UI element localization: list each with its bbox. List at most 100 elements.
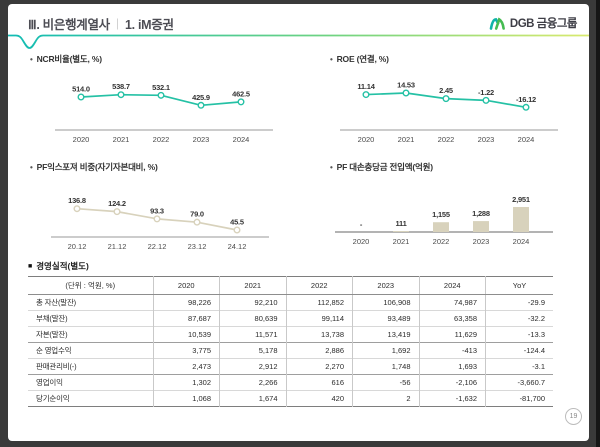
table-cell: 2,270 (285, 358, 353, 375)
ncr-line-chart: 2020 2021 2022 2023 2024 514.0 538.7 532.1 425.9… (55, 82, 273, 144)
table-cell: 13,738 (285, 326, 353, 343)
table-cell: 98,226 (152, 294, 220, 311)
subsection-title: 1. iM증권 (125, 17, 174, 32)
bullet-icon: • (30, 163, 33, 172)
table-cell: 80,639 (219, 310, 286, 327)
table-cell: 420 (285, 390, 353, 407)
table-row: 총 자산(말잔) 98,226 92,210 112,852 106,908 74,987… (28, 294, 553, 311)
svg-text:11.14: 11.14 (357, 82, 375, 91)
table-cell: -29.9 (485, 294, 553, 311)
slide-header: Ⅲ. 비은행계열사 | 1. iM증권 DGB 금융그룹 (28, 12, 578, 34)
table-row: 자본(말잔) 10,539 11,571 13,738 13,419 11,629 -13.… (28, 326, 553, 343)
svg-text:2024: 2024 (518, 135, 535, 144)
ncr-chart-title: • NCR비율(별도, %) (30, 54, 102, 64)
page-number: 19 (569, 413, 578, 420)
svg-text:124.2: 124.2 (108, 199, 126, 208)
table-cell: -56 (352, 374, 419, 391)
svg-text:2023: 2023 (473, 237, 490, 246)
performance-table: (단위 : 억원, %) 2020 2021 2022 2023 2024 YoY 총 자… (28, 276, 553, 407)
svg-text:-: - (360, 220, 363, 229)
table-cell: 3,775 (152, 342, 220, 359)
svg-text:136.8: 136.8 (68, 196, 86, 205)
roe-line-chart: 2020 2021 2022 2023 2024 11.14 14.53 2.45 -1.22 -… (340, 81, 558, 144)
svg-text:22.12: 22.12 (148, 242, 167, 251)
table-cell: -124.4 (485, 342, 553, 359)
table-cell: -13.3 (485, 326, 553, 343)
logo-text: DGB 금융그룹 (509, 18, 578, 30)
table-cell: 616 (285, 374, 353, 391)
svg-text:462.5: 462.5 (232, 89, 250, 98)
bullet-icon: • (330, 55, 333, 64)
table-cell: 2,912 (219, 358, 286, 375)
pf-provision-bar-chart: 2020 2021 2022 2023 2024 - 111 1,155 1,288 2,951 (335, 195, 553, 246)
table-cell: 2,266 (219, 374, 286, 391)
table-cell: -1,632 (418, 390, 486, 407)
table-row: 판매관리비(-) 2,473 2,912 2,270 1,748 1,693 -3.1 (28, 358, 553, 375)
svg-text:2023: 2023 (193, 135, 210, 144)
svg-text:2021: 2021 (398, 135, 415, 144)
svg-text:2022: 2022 (433, 237, 450, 246)
svg-text:2.45: 2.45 (439, 86, 453, 95)
section-title: Ⅲ. 비은행계열사 (28, 17, 110, 32)
table-cell: 1,748 (352, 358, 419, 375)
table-cell: 1,302 (152, 374, 220, 391)
table-column-header: 2024 (418, 276, 486, 295)
frame-right-edge (596, 0, 600, 447)
table-unit-header: (단위 : 억원, %) (28, 276, 153, 295)
svg-text:111: 111 (395, 219, 406, 228)
svg-text:21.12: 21.12 (108, 242, 127, 251)
table-cell: 2,473 (152, 358, 220, 375)
pf-exposure-line-chart: 20.12 21.12 22.12 23.12 24.12 136.8 124.2 93.3 7… (51, 196, 269, 251)
table-cell: 1,693 (418, 358, 486, 375)
table-row: 영업이익 1,302 2,266 616 -56 -2,106 -3,660.7 (28, 374, 553, 391)
svg-text:2020: 2020 (353, 237, 370, 246)
table-cell: 63,358 (418, 310, 486, 327)
pf-provision-chart-title: • PF 대손충당금 전입액(억원) (330, 162, 433, 172)
dgb-logo: DGB 금융그룹 (489, 15, 578, 31)
svg-text:2021: 2021 (393, 237, 410, 246)
table-column-header: 2023 (352, 276, 419, 295)
row-label: 순 영업수익 (28, 342, 153, 359)
table-cell: -81,700 (485, 390, 553, 407)
row-label: 총 자산(말잔) (28, 294, 153, 311)
page-title: Ⅲ. 비은행계열사 | 1. iM증권 (28, 14, 174, 33)
svg-text:2021: 2021 (113, 135, 130, 144)
bullet-icon: • (330, 163, 333, 172)
title-separator: | (116, 16, 119, 30)
roe-chart-title: • ROE (연결, %) (330, 54, 389, 64)
svg-text:23.12: 23.12 (188, 242, 207, 251)
table-cell: -3,660.7 (485, 374, 553, 391)
table-cell: 74,987 (418, 294, 486, 311)
table-column-header: 2022 (285, 276, 353, 295)
table-cell: 106,908 (352, 294, 419, 311)
row-label: 당기순이익 (28, 390, 153, 407)
table-cell: -3.1 (485, 358, 553, 375)
svg-text:2020: 2020 (358, 135, 375, 144)
slide: Ⅲ. 비은행계열사 | 1. iM증권 DGB 금융그룹 • NCR비율(별도, … (8, 4, 589, 441)
svg-text:2024: 2024 (233, 135, 250, 144)
svg-text:24.12: 24.12 (228, 242, 247, 251)
table-cell: 112,852 (285, 294, 353, 311)
table-cell: 92,210 (219, 294, 286, 311)
row-label: 자본(말잔) (28, 326, 153, 343)
table-column-header: 2020 (152, 276, 220, 295)
svg-text:1,155: 1,155 (432, 210, 450, 219)
svg-text:20.12: 20.12 (68, 242, 87, 251)
table-cell: 13,419 (352, 326, 419, 343)
table-column-header: 2021 (219, 276, 286, 295)
table-header-row: (단위 : 억원, %) 2020 2021 2022 2023 2024 YoY (28, 276, 553, 295)
row-label: 판매관리비(-) (28, 358, 153, 375)
svg-text:-16.12: -16.12 (516, 95, 536, 104)
svg-text:532.1: 532.1 (152, 83, 170, 92)
svg-text:-1.22: -1.22 (478, 88, 494, 97)
dgb-logo-icon (489, 16, 505, 30)
svg-text:538.7: 538.7 (112, 82, 130, 91)
table-cell: 1,068 (152, 390, 220, 407)
svg-text:2,951: 2,951 (512, 195, 530, 204)
table-cell: 87,687 (152, 310, 220, 327)
table-cell: -2,106 (418, 374, 486, 391)
row-label: 영업이익 (28, 374, 153, 391)
table-cell: 2,886 (285, 342, 353, 359)
table-cell: 10,539 (152, 326, 220, 343)
